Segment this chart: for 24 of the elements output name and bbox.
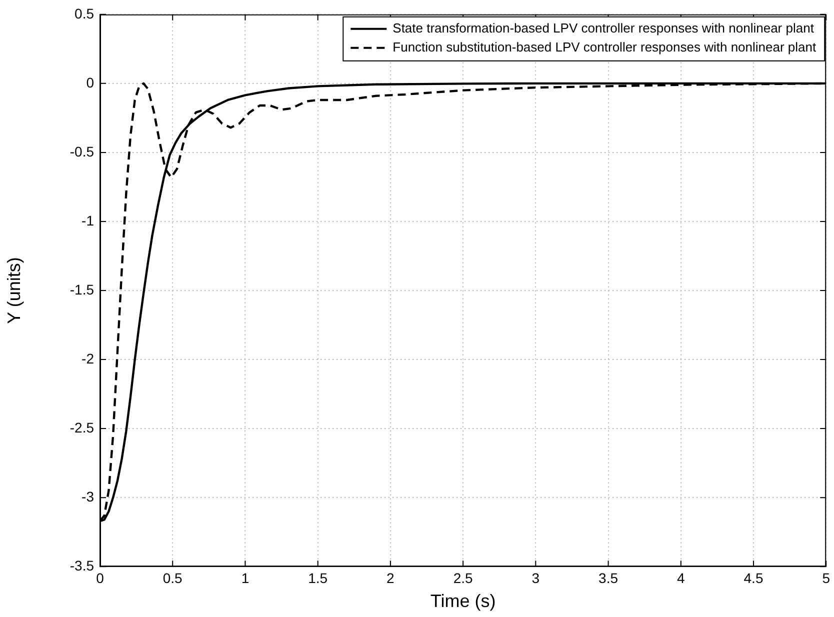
x-tick-label: 5 bbox=[822, 570, 830, 586]
x-tick-label: 3.5 bbox=[598, 570, 618, 586]
y-tick-label: -0.5 bbox=[70, 143, 94, 160]
x-tick-label: 2 bbox=[386, 570, 395, 586]
x-tick-label: 0.5 bbox=[162, 570, 183, 586]
y-tick-label: -2.5 bbox=[70, 419, 94, 436]
legend-label: State transformation-based LPV controller responses with nonlinear plant bbox=[392, 20, 814, 36]
x-tick-label: 1.5 bbox=[308, 570, 328, 586]
x-tick-label: 1 bbox=[241, 570, 250, 586]
y-tick-label: -3.5 bbox=[70, 557, 94, 574]
x-axis-title: Time (s) bbox=[430, 591, 496, 612]
y-axis-title: Y (units) bbox=[4, 257, 24, 324]
x-tick-label: 0 bbox=[96, 570, 104, 586]
legend-label: Function substitution-based LPV controller responses with nonlinear plant bbox=[392, 39, 816, 54]
y-tick-label: 0.5 bbox=[74, 5, 94, 22]
y-tick-label: -3 bbox=[82, 488, 94, 504]
x-tick-label: 4.5 bbox=[744, 570, 764, 586]
y-tick-label: -1.5 bbox=[70, 281, 94, 298]
y-tick-label: -1 bbox=[82, 212, 94, 228]
x-tick-label: 3 bbox=[532, 570, 540, 586]
x-tick-label: 4 bbox=[676, 570, 685, 586]
x-tick-label: 2.5 bbox=[453, 570, 473, 586]
y-tick-label: -2 bbox=[82, 350, 94, 366]
y-tick-label: 0 bbox=[86, 74, 94, 90]
